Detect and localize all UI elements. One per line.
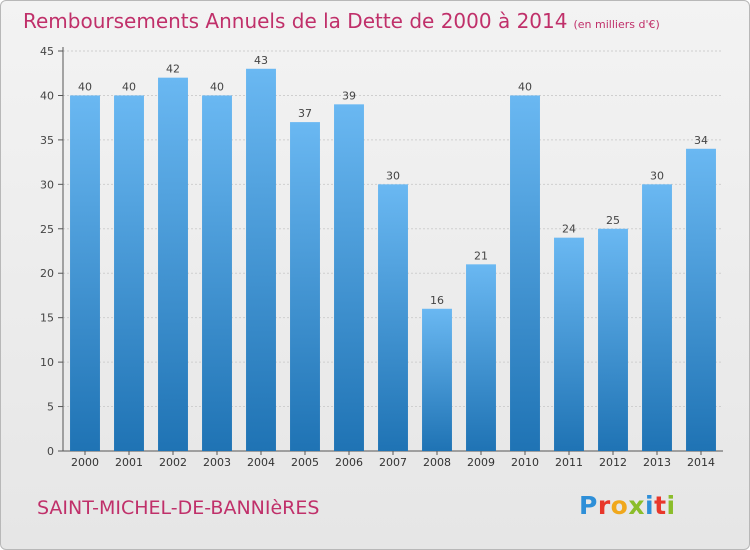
bar-value-label: 40	[518, 80, 532, 93]
bar-value-label: 39	[342, 89, 356, 102]
y-tick-label: 0	[47, 445, 54, 458]
bar-value-label: 30	[386, 169, 400, 182]
bar-value-label: 16	[430, 294, 444, 307]
bar	[246, 68, 276, 452]
proxiti-logo: Proxiti	[579, 491, 676, 520]
bar	[466, 264, 496, 451]
bar-value-label: 37	[298, 107, 312, 120]
bar	[598, 228, 628, 451]
y-tick-label: 45	[40, 45, 54, 58]
bar-value-label: 43	[254, 54, 268, 67]
x-tick-label: 2011	[555, 456, 583, 469]
logo-letter: x	[628, 491, 645, 520]
bar-value-label: 30	[650, 169, 664, 182]
bar	[554, 237, 584, 451]
bar-value-label: 42	[166, 63, 180, 76]
bar-value-label: 24	[562, 223, 576, 236]
y-tick-label: 30	[40, 178, 54, 191]
x-tick-label: 2014	[687, 456, 715, 469]
logo-letter: r	[597, 491, 611, 520]
bar	[686, 148, 716, 451]
bar	[290, 122, 320, 451]
y-tick-label: 35	[40, 134, 54, 147]
bar-value-label: 40	[78, 80, 92, 93]
chart-title: Remboursements Annuels de la Dette de 20…	[23, 9, 660, 33]
bar	[70, 95, 100, 451]
x-tick-label: 2005	[291, 456, 319, 469]
bar-value-label: 25	[606, 214, 620, 227]
x-tick-label: 2006	[335, 456, 363, 469]
bar	[202, 95, 232, 451]
logo-letter: P	[579, 491, 598, 520]
commune-name: SAINT-MICHEL-DE-BANNIèRES	[37, 497, 320, 519]
bar	[334, 104, 364, 451]
x-tick-label: 2010	[511, 456, 539, 469]
bar-value-label: 21	[474, 249, 488, 262]
x-tick-label: 2012	[599, 456, 627, 469]
logo-letter: o	[610, 491, 629, 520]
chart-subtitle: (en milliers d'€)	[573, 18, 660, 31]
x-tick-label: 2002	[159, 456, 187, 469]
logo-letter: i	[645, 491, 655, 520]
x-tick-label: 2009	[467, 456, 495, 469]
x-tick-label: 2004	[247, 456, 275, 469]
y-tick-label: 15	[40, 312, 54, 325]
bar-value-label: 34	[694, 134, 708, 147]
bar-value-label: 40	[122, 80, 136, 93]
y-tick-label: 25	[40, 223, 54, 236]
x-tick-label: 2008	[423, 456, 451, 469]
x-tick-label: 2007	[379, 456, 407, 469]
bar	[642, 184, 672, 452]
chart-title-text: Remboursements Annuels de la Dette de 20…	[23, 9, 568, 33]
y-tick-label: 20	[40, 267, 54, 280]
bar	[510, 95, 540, 451]
x-tick-label: 2013	[643, 456, 671, 469]
logo-letter: i	[666, 491, 676, 520]
bar	[114, 95, 144, 451]
bar-value-label: 40	[210, 80, 224, 93]
x-tick-label: 2000	[71, 456, 99, 469]
y-tick-label: 5	[47, 401, 54, 414]
x-tick-label: 2001	[115, 456, 143, 469]
x-tick-label: 2003	[203, 456, 231, 469]
y-tick-label: 40	[40, 89, 54, 102]
bar	[158, 77, 188, 452]
y-tick-label: 10	[40, 356, 54, 369]
bar	[378, 184, 408, 452]
logo-letter: t	[654, 491, 667, 520]
bar	[422, 308, 452, 451]
